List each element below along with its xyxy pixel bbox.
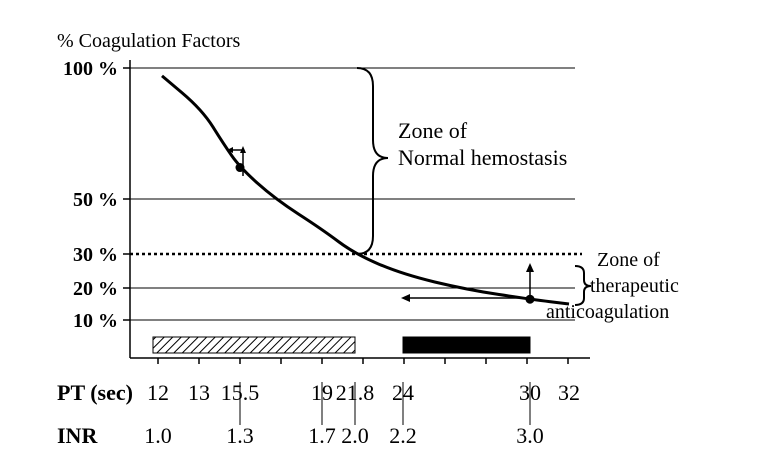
normal-pt-range-bar bbox=[152, 336, 356, 354]
y-gridlines bbox=[123, 67, 575, 321]
y-tick-label: 20 % bbox=[73, 278, 118, 300]
pt-tick-label: 12 bbox=[147, 380, 169, 405]
y-tick-label: 100 % bbox=[63, 58, 118, 80]
upper-shift-arrow bbox=[227, 146, 246, 176]
normal-zone-label-line1: Zone of bbox=[398, 118, 468, 143]
coagulation-curve bbox=[161, 74, 570, 306]
chart-title: % Coagulation Factors bbox=[57, 30, 241, 52]
y-tick-label: 50 % bbox=[73, 189, 118, 211]
pt-tick-label: 13 bbox=[188, 380, 210, 405]
inr-tick-label: 1.3 bbox=[226, 423, 254, 448]
lower-shift-arrow bbox=[401, 263, 534, 302]
therapeutic-zone-brace bbox=[574, 265, 592, 306]
x-axis-ticks bbox=[157, 358, 569, 364]
pt-row-label: PT (sec) bbox=[57, 380, 133, 405]
inr-tick-label: 3.0 bbox=[516, 423, 544, 448]
normal-zone-label-line2: Normal hemostasis bbox=[398, 145, 567, 170]
curve-marker bbox=[525, 294, 535, 304]
inr-tick-label: 1.7 bbox=[308, 423, 336, 448]
therapeutic-pt-range-bar bbox=[402, 336, 531, 354]
therapeutic-zone-label-line2: therapeutic bbox=[590, 275, 679, 297]
inr-row-label: INR bbox=[57, 423, 98, 448]
inr-tick-label: 2.2 bbox=[389, 423, 417, 448]
y-tick-label: 10 % bbox=[73, 310, 118, 332]
therapeutic-zone-label-line1: Zone of bbox=[597, 249, 660, 271]
normal-zone-brace bbox=[356, 67, 389, 255]
y-axis-labels: 100 % 50 % 30 % 20 % 10 % bbox=[63, 58, 118, 332]
curve-markers bbox=[235, 163, 535, 304]
y-tick-label: 30 % bbox=[73, 244, 118, 266]
pt-tick-label: 32 bbox=[558, 380, 580, 405]
inr-tick-label: 1.0 bbox=[144, 423, 172, 448]
inr-tick-label: 2.0 bbox=[341, 423, 369, 448]
therapeutic-zone-label-line3: anticoagulation bbox=[546, 301, 669, 323]
